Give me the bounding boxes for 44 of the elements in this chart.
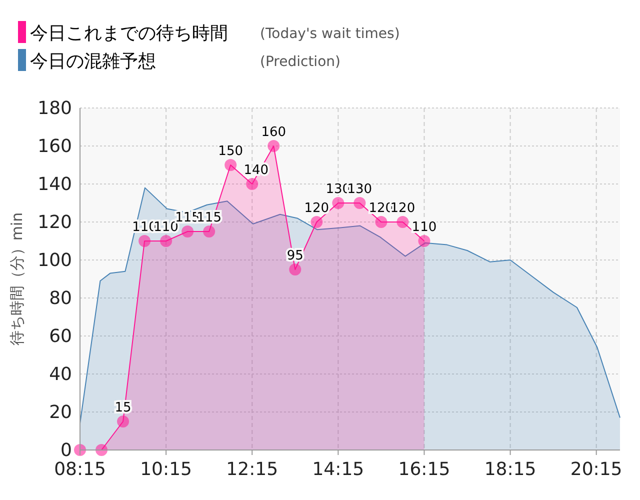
point <box>310 216 323 228</box>
y-tick-label: 80 <box>49 288 72 309</box>
point <box>396 216 409 228</box>
data-label: 120 <box>304 201 330 216</box>
x-tick-label: 08:15 <box>54 459 106 480</box>
data-label: 130 <box>347 182 372 197</box>
x-tick-label: 16:15 <box>398 459 450 480</box>
x-tick-label: 10:15 <box>140 459 192 480</box>
x-tick-label: 14:15 <box>312 459 364 480</box>
point <box>418 235 430 247</box>
x-tick-label: 18:15 <box>484 459 536 480</box>
point <box>160 235 172 247</box>
point <box>246 178 258 190</box>
point <box>354 197 366 209</box>
text: (Today's wait times) <box>260 26 400 42</box>
data-label: 160 <box>261 125 286 140</box>
point <box>289 264 302 276</box>
data-label: 120 <box>390 201 416 216</box>
point <box>138 235 151 247</box>
point <box>117 416 130 428</box>
point <box>182 226 194 238</box>
y-tick-label: 60 <box>49 326 72 347</box>
y-axis-title: 待ち時間（分）min <box>8 212 26 346</box>
point <box>268 140 280 152</box>
y-tick-label: 40 <box>49 364 72 385</box>
y-tick-label: 160 <box>38 136 72 157</box>
x-tick-label: 12:15 <box>226 459 278 480</box>
x-tick-label: 20:15 <box>570 459 622 480</box>
legend-label: 今日の混雑予想 <box>30 51 156 72</box>
point <box>375 216 388 228</box>
point <box>332 197 344 209</box>
y-tick-label: 180 <box>38 98 72 119</box>
data-label: 110 <box>154 220 178 235</box>
point <box>224 159 237 171</box>
y-tick-label: 20 <box>49 402 72 423</box>
point <box>203 226 216 238</box>
y-tick-label: 120 <box>38 212 72 233</box>
y-tick-label: 0 <box>60 440 72 461</box>
data-label: 110 <box>412 220 437 235</box>
y-tick-label: 140 <box>38 174 72 195</box>
legend-label: 今日これまでの待ち時間 <box>30 23 228 44</box>
data-label: 150 <box>218 144 244 159</box>
y-tick-label: 100 <box>38 250 72 271</box>
text: (Prediction) <box>260 54 340 70</box>
